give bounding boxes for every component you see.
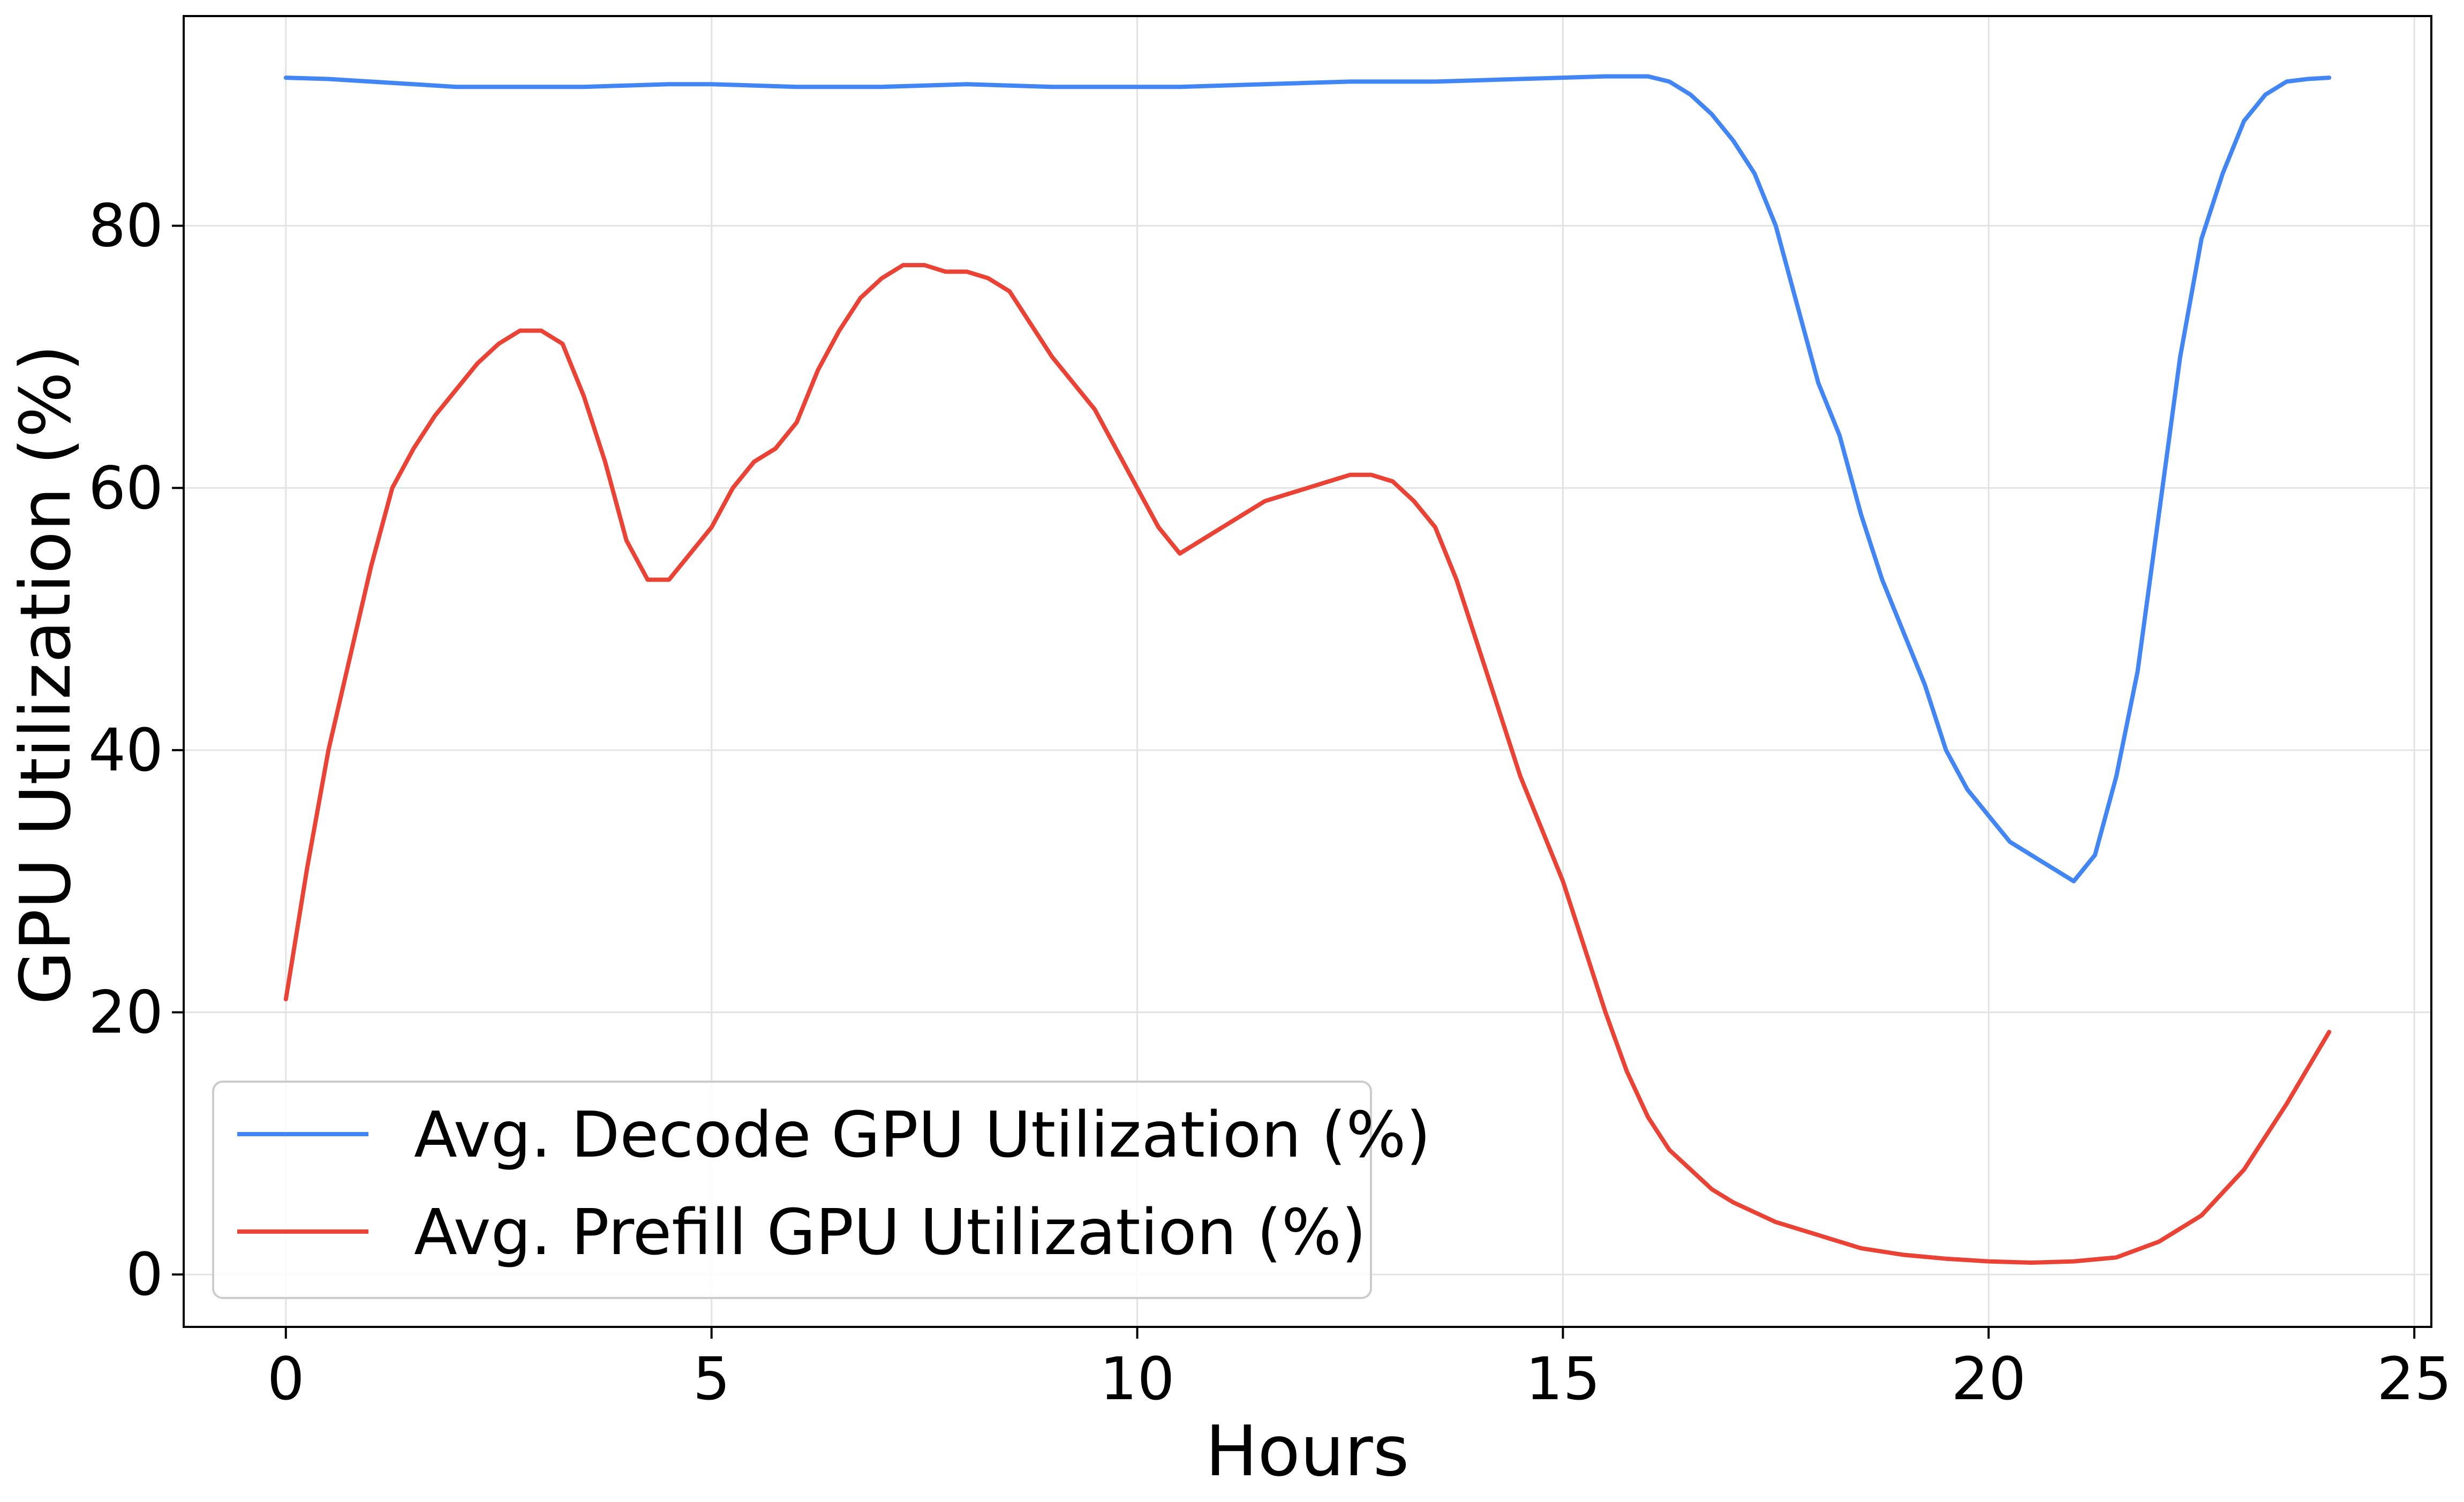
x-tick-label: 15 xyxy=(1525,1345,1600,1413)
x-tick-label: 25 xyxy=(2377,1345,2452,1413)
axis-ticks: 0 5 10 15 20 25 0 20 40 60 80 xyxy=(88,192,2452,1413)
legend-label-prefill: Avg. Prefill GPU Utilization (%) xyxy=(414,1195,1366,1269)
y-tick-label: 0 xyxy=(126,1240,163,1309)
y-tick-label: 80 xyxy=(88,192,163,260)
series-line-prefill xyxy=(283,263,2332,1265)
y-tick-label: 40 xyxy=(88,716,163,784)
x-tick-label: 5 xyxy=(693,1345,730,1413)
x-tick-label: 10 xyxy=(1100,1345,1175,1413)
y-axis-title: GPU Utilization (%) xyxy=(5,344,86,1005)
y-tick-label: 60 xyxy=(88,454,163,522)
series-lines xyxy=(283,74,2332,1265)
series-line-decode xyxy=(283,74,2332,884)
y-tick-label: 20 xyxy=(88,978,163,1046)
x-tick-label: 20 xyxy=(1951,1345,2026,1413)
x-tick-label: 0 xyxy=(267,1345,305,1413)
plot-frame xyxy=(183,15,2432,1328)
legend-label-decode: Avg. Decode GPU Utilization (%) xyxy=(414,1098,1431,1172)
legend-box xyxy=(212,1081,1372,1299)
x-axis-title: Hours xyxy=(1205,1410,1410,1492)
legend: Avg. Decode GPU Utilization (%) Avg. Pre… xyxy=(212,1081,1431,1299)
